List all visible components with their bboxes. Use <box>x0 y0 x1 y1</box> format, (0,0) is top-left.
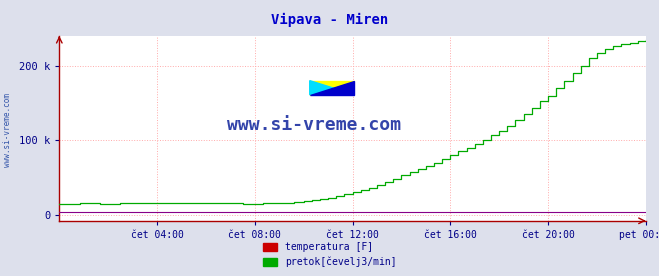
Polygon shape <box>310 81 355 95</box>
Text: www.si-vreme.com: www.si-vreme.com <box>3 93 12 167</box>
Text: Vipava - Miren: Vipava - Miren <box>271 12 388 26</box>
Polygon shape <box>310 81 355 95</box>
Polygon shape <box>310 81 355 95</box>
Legend: temperatura [F], pretok[čevelj3/min]: temperatura [F], pretok[čevelj3/min] <box>258 238 401 271</box>
Text: www.si-vreme.com: www.si-vreme.com <box>227 116 401 134</box>
